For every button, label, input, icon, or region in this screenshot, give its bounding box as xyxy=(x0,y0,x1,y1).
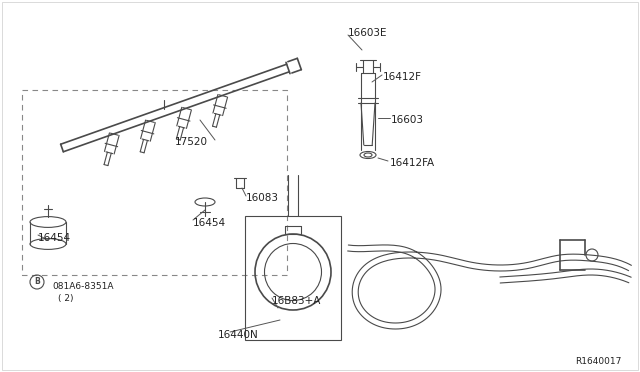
Text: 16603: 16603 xyxy=(391,115,424,125)
Text: 16454: 16454 xyxy=(38,233,71,243)
Text: 16083: 16083 xyxy=(246,193,279,203)
Text: R1640017: R1640017 xyxy=(575,357,621,366)
Bar xyxy=(22,90,287,275)
Text: ( 2): ( 2) xyxy=(58,294,74,303)
Text: 16B83+A: 16B83+A xyxy=(272,296,321,306)
Text: B: B xyxy=(34,278,40,286)
Text: 081A6-8351A: 081A6-8351A xyxy=(52,282,113,291)
Text: 16454: 16454 xyxy=(193,218,226,228)
Text: 17520: 17520 xyxy=(175,137,208,147)
Text: 16412F: 16412F xyxy=(383,72,422,82)
Bar xyxy=(245,216,341,340)
Text: 16603E: 16603E xyxy=(348,28,387,38)
Text: 16412FA: 16412FA xyxy=(390,158,435,168)
Text: 16440N: 16440N xyxy=(218,330,259,340)
